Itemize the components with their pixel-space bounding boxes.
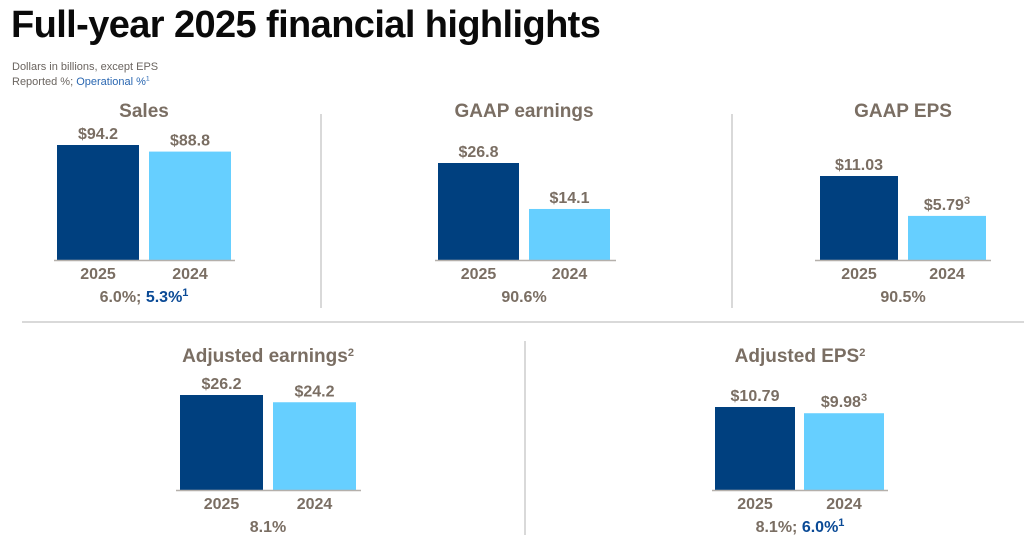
x-tick-label: 2025 [204,496,240,513]
data-label: $26.8 [458,144,498,161]
chart-title: Sales [119,101,169,122]
page-title: Full-year 2025 financial highlights [11,4,601,46]
growth-legend: Reported %; Operational %1 [12,75,150,88]
data-label: $9.983 [821,392,867,411]
bar-2025 [820,176,898,260]
vertical-divider-1 [320,114,322,308]
x-tick-label: 2025 [841,266,877,283]
x-tick-label: 2024 [172,266,208,283]
data-label: $5.793 [924,195,970,214]
x-tick-label: 2024 [297,496,333,513]
growth-label: 90.5% [880,289,925,306]
growth-label: 90.6% [501,289,546,306]
x-tick-label: 2025 [737,496,773,513]
chart-title: GAAP EPS [854,101,952,122]
data-label: $26.2 [201,376,241,393]
data-label: $14.1 [549,190,589,207]
footnote-marker: 1 [145,75,150,83]
growth-label: 8.1%; 6.0%1 [756,517,845,536]
x-tick-label: 2025 [80,266,116,283]
units-note: Dollars in billions, except EPS [12,61,159,73]
legend-reported: Reported %; [12,76,77,88]
chart-title: GAAP earnings [454,101,593,122]
x-tick-label: 2024 [929,266,965,283]
bar-2025 [438,163,519,260]
bar-2024 [529,208,610,260]
x-tick-label: 2025 [461,266,497,283]
vertical-divider-2 [731,114,733,308]
data-label: $10.79 [731,388,780,405]
bar-2025 [57,145,139,260]
chart-title: Adjusted EPS2 [735,346,866,367]
vertical-divider-3 [524,341,526,535]
data-label: $88.8 [170,133,210,150]
growth-label: 6.0%; 5.3%1 [100,287,189,306]
growth-label: 8.1% [250,519,286,536]
bar-2024 [149,151,231,260]
bar-2025 [715,407,795,490]
horizontal-divider [22,321,1024,323]
data-label: $94.2 [78,126,118,143]
data-label: $24.2 [294,383,334,400]
bar-2024 [908,215,986,260]
chart-title: Adjusted earnings2 [182,346,354,367]
bar-2025 [180,395,263,490]
data-label: $11.03 [835,157,883,174]
x-tick-label: 2024 [552,266,588,283]
bar-2024 [804,413,884,490]
bar-2024 [273,402,356,490]
legend-operational: Operational %1 [76,75,150,88]
x-tick-label: 2024 [826,496,862,513]
